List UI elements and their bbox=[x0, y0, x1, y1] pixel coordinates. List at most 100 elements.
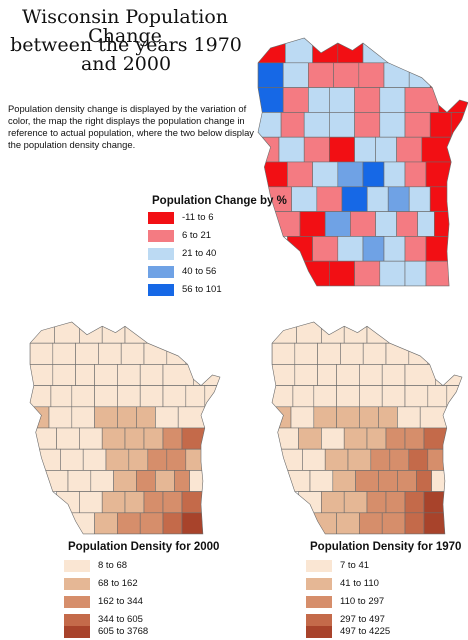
county bbox=[404, 385, 429, 408]
legend-label: 162 to 344 bbox=[98, 596, 143, 607]
legend-swatch bbox=[306, 626, 332, 638]
county bbox=[340, 342, 364, 365]
legend-swatch bbox=[148, 284, 174, 296]
county bbox=[419, 406, 462, 429]
county bbox=[343, 427, 368, 450]
county bbox=[366, 322, 462, 344]
legend-swatch bbox=[64, 626, 90, 638]
county bbox=[347, 448, 372, 471]
county bbox=[366, 427, 387, 450]
legend-label: 21 to 40 bbox=[182, 248, 217, 259]
county bbox=[292, 385, 315, 408]
state-outline bbox=[29, 321, 221, 535]
county bbox=[94, 512, 118, 534]
county bbox=[321, 427, 345, 450]
county bbox=[404, 260, 427, 286]
county bbox=[359, 406, 379, 429]
county bbox=[355, 470, 379, 492]
county bbox=[317, 364, 337, 386]
county bbox=[389, 448, 410, 471]
legend-swatch bbox=[306, 578, 332, 590]
county bbox=[336, 385, 360, 408]
county bbox=[385, 427, 406, 450]
county bbox=[446, 470, 462, 492]
county bbox=[379, 260, 406, 286]
county bbox=[298, 491, 322, 514]
county bbox=[290, 406, 315, 429]
county bbox=[332, 470, 356, 492]
county bbox=[329, 260, 355, 286]
county bbox=[381, 512, 406, 534]
county bbox=[139, 512, 164, 534]
county bbox=[354, 260, 381, 286]
county bbox=[427, 342, 462, 365]
density-1970-legend-title: Population Density for 1970 bbox=[310, 541, 462, 553]
legend-label: 41 to 110 bbox=[340, 578, 379, 589]
legend-swatch bbox=[148, 212, 174, 224]
county bbox=[313, 512, 337, 534]
county bbox=[362, 342, 387, 365]
county bbox=[359, 364, 383, 386]
county bbox=[313, 406, 337, 429]
county bbox=[272, 322, 297, 344]
legend-swatch bbox=[148, 248, 174, 260]
county bbox=[385, 491, 406, 514]
map-title-line-1: Wisconsin Population Change bbox=[21, 6, 229, 47]
county bbox=[336, 406, 360, 429]
county bbox=[408, 448, 429, 471]
legend-label: 605 to 3768 bbox=[98, 626, 149, 637]
county bbox=[294, 342, 318, 365]
legend-label: 6 to 21 bbox=[182, 230, 212, 241]
county bbox=[378, 470, 398, 492]
legend-label: 40 to 56 bbox=[182, 266, 217, 277]
county bbox=[381, 364, 406, 386]
map-title-line-2: between the years 1970 and 2000 bbox=[10, 34, 242, 75]
legend-swatch bbox=[148, 266, 174, 278]
legend-label: 7 to 41 bbox=[340, 560, 370, 571]
legend-label: 56 to 101 bbox=[182, 284, 222, 295]
county bbox=[343, 491, 368, 514]
county bbox=[343, 322, 368, 344]
county bbox=[317, 342, 341, 365]
county bbox=[370, 448, 391, 471]
legend-swatch bbox=[64, 614, 90, 626]
county bbox=[397, 406, 421, 429]
county bbox=[404, 427, 425, 450]
legend-label: 8 to 68 bbox=[98, 560, 128, 571]
county bbox=[378, 406, 398, 429]
county bbox=[416, 470, 432, 492]
county bbox=[321, 491, 345, 514]
legend-swatch bbox=[148, 230, 174, 242]
legend-swatch bbox=[64, 578, 90, 590]
legend-label: -11 to 6 bbox=[182, 212, 214, 223]
county bbox=[404, 491, 425, 514]
legend-label: 68 to 162 bbox=[98, 578, 138, 589]
county bbox=[446, 427, 462, 450]
county bbox=[446, 406, 462, 429]
county bbox=[427, 448, 462, 471]
legend-swatch bbox=[64, 560, 90, 572]
county bbox=[279, 448, 303, 471]
county bbox=[162, 512, 183, 534]
county bbox=[336, 364, 360, 386]
county bbox=[272, 342, 296, 365]
county bbox=[272, 406, 292, 429]
legend-label: 497 to 4225 bbox=[340, 626, 391, 637]
change-legend-title: Population Change by % bbox=[152, 195, 287, 207]
county bbox=[298, 427, 322, 450]
county bbox=[309, 470, 334, 492]
county bbox=[117, 512, 141, 534]
county bbox=[408, 342, 462, 365]
county bbox=[389, 322, 462, 344]
legend-swatch bbox=[306, 560, 332, 572]
legend-swatch bbox=[64, 596, 90, 608]
county bbox=[336, 512, 360, 534]
state-outline bbox=[257, 37, 468, 287]
county bbox=[324, 448, 349, 471]
state-outline bbox=[271, 321, 463, 535]
county bbox=[446, 448, 462, 471]
county bbox=[366, 491, 387, 514]
